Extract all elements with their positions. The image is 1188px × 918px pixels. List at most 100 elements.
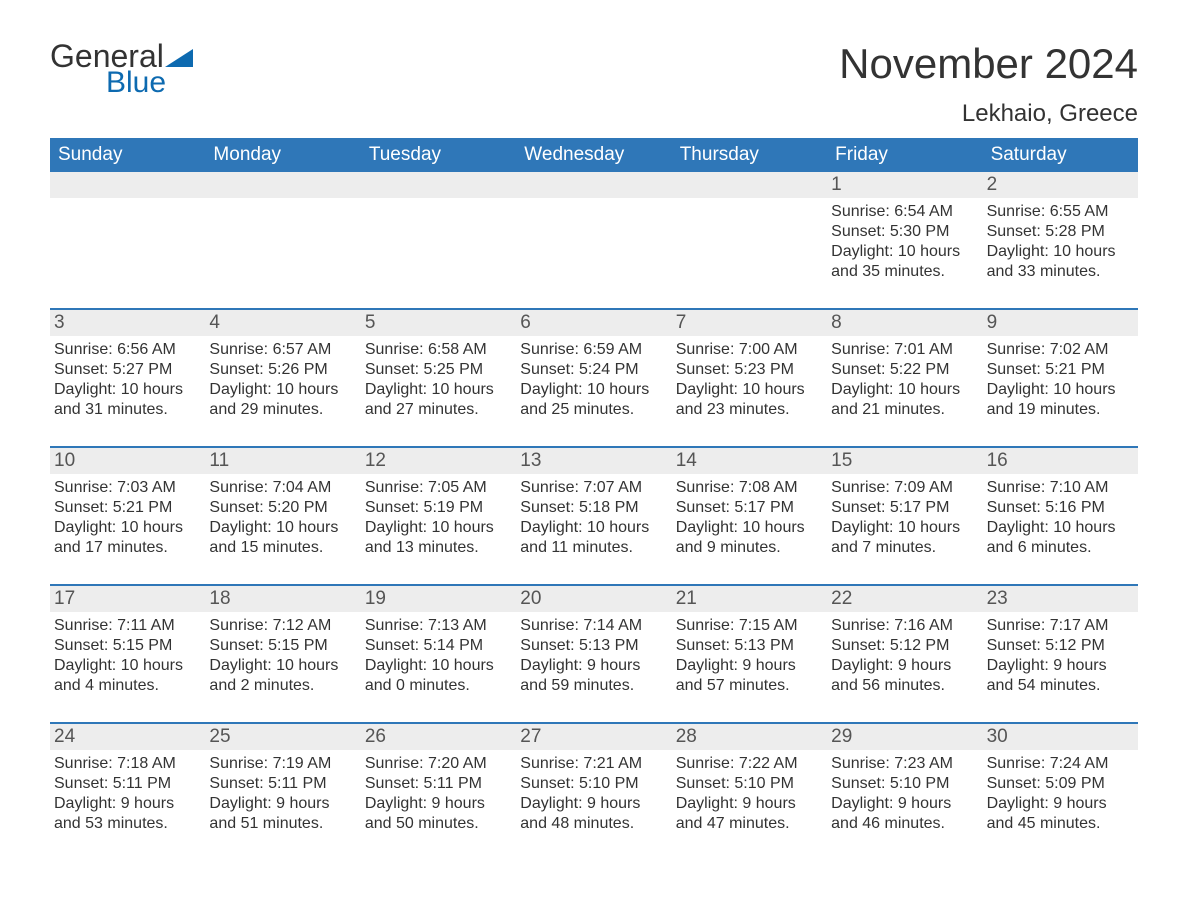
day-number [205,172,360,198]
weekday-header: Thursday [672,138,827,172]
day-cell [205,198,360,308]
day-cell: Sunrise: 7:21 AMSunset: 5:10 PMDaylight:… [516,750,671,860]
sunrise-text: Sunrise: 7:00 AM [676,340,821,360]
sunset-text: Sunset: 5:15 PM [54,636,199,656]
day-number: 8 [827,310,982,336]
day-cell: Sunrise: 7:08 AMSunset: 5:17 PMDaylight:… [672,474,827,584]
sunrise-text: Sunrise: 7:03 AM [54,478,199,498]
day-number: 29 [827,724,982,750]
day-number: 27 [516,724,671,750]
daylight-text: Daylight: 9 hours and 56 minutes. [831,656,976,696]
daylight-text: Daylight: 10 hours and 11 minutes. [520,518,665,558]
brand-text-2: Blue [106,68,193,98]
sunrise-text: Sunrise: 7:23 AM [831,754,976,774]
daylight-text: Daylight: 9 hours and 51 minutes. [209,794,354,834]
sunset-text: Sunset: 5:16 PM [987,498,1132,518]
day-number: 25 [205,724,360,750]
day-cell: Sunrise: 7:03 AMSunset: 5:21 PMDaylight:… [50,474,205,584]
day-number: 7 [672,310,827,336]
daylight-text: Daylight: 10 hours and 23 minutes. [676,380,821,420]
day-cell: Sunrise: 7:00 AMSunset: 5:23 PMDaylight:… [672,336,827,446]
day-cell: Sunrise: 6:57 AMSunset: 5:26 PMDaylight:… [205,336,360,446]
daylight-text: Daylight: 10 hours and 29 minutes. [209,380,354,420]
calendar: SundayMondayTuesdayWednesdayThursdayFrid… [50,138,1138,860]
daylight-text: Daylight: 10 hours and 2 minutes. [209,656,354,696]
sunset-text: Sunset: 5:11 PM [209,774,354,794]
day-number: 18 [205,586,360,612]
day-cell [672,198,827,308]
day-cell: Sunrise: 7:19 AMSunset: 5:11 PMDaylight:… [205,750,360,860]
month-title: November 2024 [839,40,1138,88]
day-number: 11 [205,448,360,474]
day-cell: Sunrise: 7:05 AMSunset: 5:19 PMDaylight:… [361,474,516,584]
day-cell: Sunrise: 6:56 AMSunset: 5:27 PMDaylight:… [50,336,205,446]
day-number: 28 [672,724,827,750]
sunset-text: Sunset: 5:10 PM [520,774,665,794]
daylight-text: Daylight: 10 hours and 25 minutes. [520,380,665,420]
sunrise-text: Sunrise: 7:17 AM [987,616,1132,636]
day-cell: Sunrise: 7:10 AMSunset: 5:16 PMDaylight:… [983,474,1138,584]
day-cell: Sunrise: 7:16 AMSunset: 5:12 PMDaylight:… [827,612,982,722]
daynum-row: 24252627282930 [50,722,1138,750]
location: Lekhaio, Greece [839,100,1138,128]
day-cell [361,198,516,308]
daylight-text: Daylight: 10 hours and 17 minutes. [54,518,199,558]
sunrise-text: Sunrise: 7:09 AM [831,478,976,498]
day-cell: Sunrise: 7:13 AMSunset: 5:14 PMDaylight:… [361,612,516,722]
daylight-text: Daylight: 10 hours and 19 minutes. [987,380,1132,420]
day-number: 23 [983,586,1138,612]
day-number: 9 [983,310,1138,336]
daylight-text: Daylight: 9 hours and 46 minutes. [831,794,976,834]
sunset-text: Sunset: 5:10 PM [676,774,821,794]
daylight-text: Daylight: 10 hours and 7 minutes. [831,518,976,558]
daylight-text: Daylight: 10 hours and 27 minutes. [365,380,510,420]
sunset-text: Sunset: 5:10 PM [831,774,976,794]
day-number [50,172,205,198]
daylight-text: Daylight: 10 hours and 15 minutes. [209,518,354,558]
sunrise-text: Sunrise: 7:08 AM [676,478,821,498]
weekday-header: Sunday [50,138,205,172]
day-number: 10 [50,448,205,474]
day-cell: Sunrise: 7:11 AMSunset: 5:15 PMDaylight:… [50,612,205,722]
daylight-text: Daylight: 10 hours and 6 minutes. [987,518,1132,558]
daylight-text: Daylight: 9 hours and 50 minutes. [365,794,510,834]
brand-logo: General Blue [50,40,193,98]
daylight-text: Daylight: 9 hours and 47 minutes. [676,794,821,834]
daylight-text: Daylight: 10 hours and 4 minutes. [54,656,199,696]
day-number: 24 [50,724,205,750]
sunrise-text: Sunrise: 6:54 AM [831,202,976,222]
sunset-text: Sunset: 5:19 PM [365,498,510,518]
sunset-text: Sunset: 5:24 PM [520,360,665,380]
sunrise-text: Sunrise: 7:10 AM [987,478,1132,498]
sunrise-text: Sunrise: 6:58 AM [365,340,510,360]
sunset-text: Sunset: 5:23 PM [676,360,821,380]
header: General Blue November 2024 Lekhaio, Gree… [50,40,1138,128]
day-cell: Sunrise: 7:12 AMSunset: 5:15 PMDaylight:… [205,612,360,722]
weekday-header: Saturday [983,138,1138,172]
day-cell: Sunrise: 7:04 AMSunset: 5:20 PMDaylight:… [205,474,360,584]
weekday-header: Wednesday [516,138,671,172]
sunset-text: Sunset: 5:17 PM [676,498,821,518]
day-cell: Sunrise: 7:18 AMSunset: 5:11 PMDaylight:… [50,750,205,860]
daylight-text: Daylight: 9 hours and 59 minutes. [520,656,665,696]
sunset-text: Sunset: 5:11 PM [54,774,199,794]
weekday-header: Monday [205,138,360,172]
day-number: 20 [516,586,671,612]
day-cell [50,198,205,308]
sunset-text: Sunset: 5:14 PM [365,636,510,656]
sunset-text: Sunset: 5:21 PM [54,498,199,518]
daylight-text: Daylight: 10 hours and 21 minutes. [831,380,976,420]
daylight-text: Daylight: 10 hours and 13 minutes. [365,518,510,558]
day-number: 21 [672,586,827,612]
weekday-header: Tuesday [361,138,516,172]
sunrise-text: Sunrise: 6:59 AM [520,340,665,360]
day-cell: Sunrise: 7:02 AMSunset: 5:21 PMDaylight:… [983,336,1138,446]
weekday-header: Friday [827,138,982,172]
day-cell: Sunrise: 7:23 AMSunset: 5:10 PMDaylight:… [827,750,982,860]
day-cell: Sunrise: 7:17 AMSunset: 5:12 PMDaylight:… [983,612,1138,722]
day-cell: Sunrise: 6:54 AMSunset: 5:30 PMDaylight:… [827,198,982,308]
day-number: 19 [361,586,516,612]
daylight-text: Daylight: 9 hours and 57 minutes. [676,656,821,696]
day-number: 22 [827,586,982,612]
daybody-row: Sunrise: 6:54 AMSunset: 5:30 PMDaylight:… [50,198,1138,308]
